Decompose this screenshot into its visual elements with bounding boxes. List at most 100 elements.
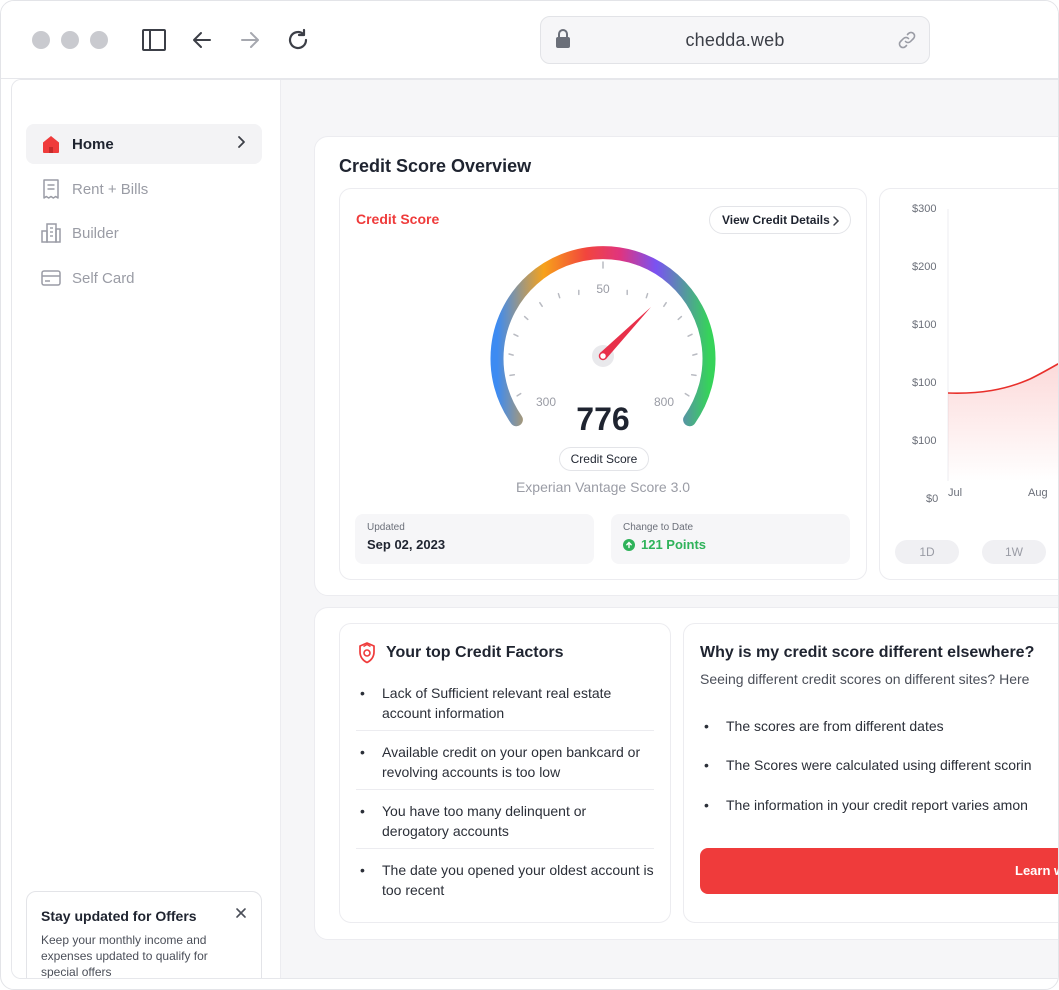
sidebar-item-label: Builder [72, 224, 119, 242]
sidebar-item-home[interactable]: Home [26, 124, 262, 164]
sidebar-item-label: Home [72, 135, 114, 153]
credit-score-label: Credit Score [356, 211, 440, 227]
divider [356, 730, 654, 731]
back-arrow-icon[interactable] [187, 25, 217, 55]
bullet-icon: • [704, 718, 709, 734]
chart-area [948, 363, 1058, 481]
credit-score-gauge: 50 300 800 [490, 246, 716, 427]
sidebar-item-label: Rent + Bills [72, 180, 149, 198]
sidebar-item-rent-bills[interactable]: Rent + Bills [26, 169, 262, 209]
why-item: • The scores are from different dates [700, 718, 944, 734]
change-value: 121 Points [641, 537, 707, 552]
y-tick-label: $0 [926, 493, 939, 505]
y-tick-label: $100 [912, 319, 937, 331]
receipt-icon [40, 178, 62, 200]
link-icon[interactable] [897, 30, 917, 55]
window-zoom-dot[interactable] [90, 31, 108, 49]
gauge-tick-800: 800 [654, 395, 674, 409]
why-different-card: Why is my credit score different elsewhe… [683, 623, 1058, 923]
gauge-tick-300: 300 [536, 395, 556, 409]
divider [356, 848, 654, 849]
gauge-pin [598, 351, 608, 361]
sidebar-item-self-card[interactable]: Self Card [26, 258, 262, 298]
score-history-chart [947, 209, 1058, 481]
credit-overview-card: Credit Score Overview Credit Score View … [314, 136, 1058, 596]
shield-icon [358, 642, 376, 669]
url-text: chedda.web [685, 30, 785, 50]
arrow-up-icon [623, 538, 635, 551]
bullet-icon: • [360, 744, 365, 760]
range-1d-button[interactable]: 1D [895, 540, 959, 564]
gauge-tick-50: 50 [596, 282, 610, 296]
x-tick-label: Jul [948, 487, 963, 499]
change-box: Change to Date 121 Points [611, 514, 850, 564]
bullet-icon: • [360, 862, 365, 878]
chevron-right-icon [236, 135, 246, 153]
chevron-right-icon [832, 215, 840, 230]
factor-item: • You have too many delinquent or deroga… [356, 801, 654, 841]
why-item: • The information in your credit report … [700, 797, 1028, 813]
updated-value: Sep 02, 2023 [367, 537, 446, 552]
address-bar[interactable]: chedda.web [540, 16, 930, 64]
view-credit-details-button[interactable]: View Credit Details [709, 206, 851, 234]
sidebar-item-builder[interactable]: Builder [26, 213, 262, 253]
why-item-text: The information in your credit report va… [726, 797, 1028, 813]
change-label: Change to Date [623, 522, 694, 533]
bullet-icon: • [360, 803, 365, 819]
factors-title: Your top Credit Factors [386, 644, 564, 661]
gauge-needle [600, 307, 651, 359]
why-item-text: The Scores were calculated using differe… [726, 757, 1032, 773]
factor-text: Lack of Sufficient relevant real estate … [382, 685, 612, 721]
sidebar-toggle-icon[interactable] [139, 25, 169, 55]
building-icon [40, 222, 62, 244]
factor-text: The date you opened your oldest account … [382, 862, 654, 898]
updated-box: Updated Sep 02, 2023 [355, 514, 594, 564]
why-item: • The Scores were calculated using diffe… [700, 757, 1032, 773]
close-icon[interactable] [235, 906, 247, 924]
chart-line [947, 362, 1058, 394]
home-icon [40, 133, 62, 155]
browser-toolbar: chedda.web [1, 1, 1058, 79]
sidebar: Home Rent + Bills Builder [12, 80, 281, 979]
credit-score-card: Credit Score View Credit Details [339, 188, 867, 580]
bullet-icon: • [704, 757, 709, 773]
why-item-text: The scores are from different dates [726, 718, 944, 734]
offer-body: Keep your monthly income and expenses up… [41, 933, 208, 979]
range-1w-button[interactable]: 1W [982, 540, 1046, 564]
why-subtitle: Seeing different credit scores on differ… [700, 671, 1030, 687]
bullet-icon: • [704, 797, 709, 813]
learn-more-button[interactable]: Learn w [700, 848, 1058, 894]
score-history-card: $300 $200 $100 $100 $100 $0 Jul Aug 1D 1… [879, 188, 1058, 580]
credit-insights-card: Your top Credit Factors • Lack of Suffic… [314, 607, 1058, 940]
factor-item: • Available credit on your open bankcard… [356, 742, 654, 782]
gauge-ticks [508, 261, 698, 397]
credit-factors-card: Your top Credit Factors • Lack of Suffic… [339, 623, 671, 923]
divider [356, 789, 654, 790]
updated-label: Updated [367, 522, 405, 533]
lock-icon [555, 29, 571, 54]
factor-text: You have too many delinquent or derogato… [382, 803, 587, 839]
app-shell: Home Rent + Bills Builder [11, 79, 1058, 979]
offer-banner: Stay updated for Offers Keep your monthl… [26, 891, 262, 979]
y-tick-label: $200 [912, 261, 937, 273]
y-tick-label: $100 [912, 435, 937, 447]
change-row: 121 Points [623, 537, 838, 552]
x-tick-label: Aug [1028, 487, 1048, 499]
score-model: Experian Vantage Score 3.0 [515, 479, 691, 495]
window-minimize-dot[interactable] [61, 31, 79, 49]
credit-score-value: 776 [576, 401, 630, 437]
view-credit-details-label: View Credit Details [722, 213, 830, 227]
factor-text: Available credit on your open bankcard o… [382, 744, 641, 780]
forward-arrow-icon[interactable] [235, 25, 265, 55]
overview-title: Credit Score Overview [339, 156, 532, 176]
factor-item: • Lack of Sufficient relevant real estat… [356, 683, 654, 723]
credit-score-tag: Credit Score [559, 447, 649, 471]
window-close-dot[interactable] [32, 31, 50, 49]
y-tick-label: $100 [912, 377, 937, 389]
bullet-icon: • [360, 685, 365, 701]
reload-icon[interactable] [283, 25, 313, 55]
gauge-arc [490, 246, 716, 427]
y-tick-label: $300 [912, 203, 937, 215]
sidebar-item-label: Self Card [72, 269, 135, 287]
